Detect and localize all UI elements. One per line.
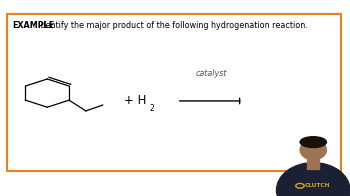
Text: EXAMPLE: EXAMPLE bbox=[12, 21, 54, 30]
FancyBboxPatch shape bbox=[295, 180, 331, 191]
FancyBboxPatch shape bbox=[307, 159, 319, 169]
Text: + H: + H bbox=[124, 94, 147, 107]
Ellipse shape bbox=[300, 137, 326, 148]
Text: : Identify the major product of the following hydrogenation reaction.: : Identify the major product of the foll… bbox=[33, 21, 307, 30]
FancyBboxPatch shape bbox=[7, 14, 341, 171]
Text: 2: 2 bbox=[150, 104, 155, 113]
Text: CLUTCH: CLUTCH bbox=[305, 183, 331, 188]
Ellipse shape bbox=[300, 140, 326, 160]
Ellipse shape bbox=[276, 163, 350, 196]
Text: catalyst: catalyst bbox=[196, 69, 228, 78]
